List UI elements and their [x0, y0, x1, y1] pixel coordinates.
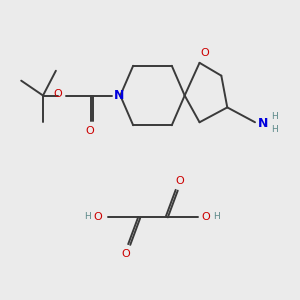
Text: O: O — [85, 126, 94, 136]
Text: O: O — [175, 176, 184, 186]
Text: H: H — [272, 112, 278, 121]
Text: O: O — [94, 212, 102, 222]
Text: O: O — [200, 48, 209, 58]
Text: O: O — [202, 212, 210, 222]
Text: H: H — [84, 212, 91, 221]
Text: O: O — [122, 249, 130, 259]
Text: H: H — [213, 212, 220, 221]
Text: H: H — [272, 125, 278, 134]
Text: N: N — [114, 89, 124, 102]
Text: N: N — [258, 117, 268, 130]
Text: O: O — [53, 88, 62, 98]
